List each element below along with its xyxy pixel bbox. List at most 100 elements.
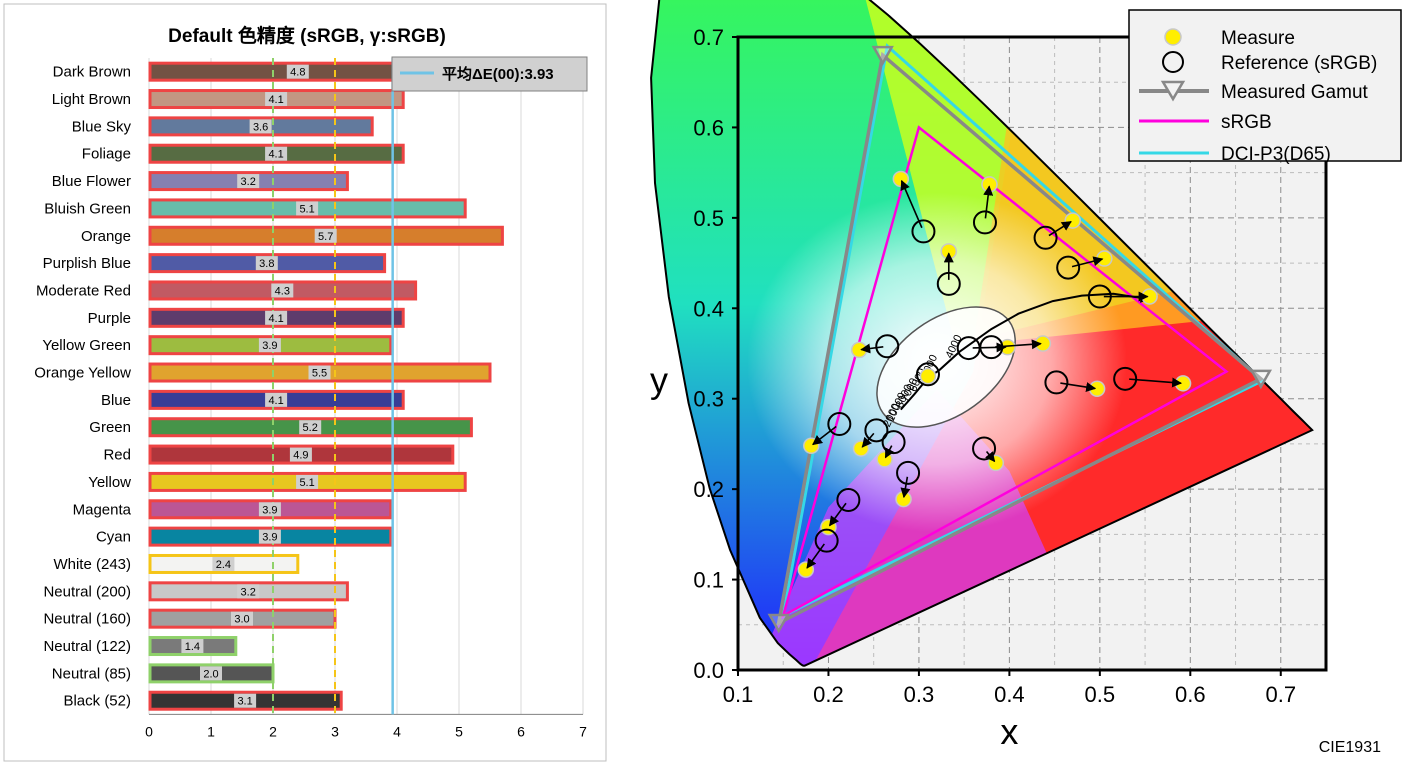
x-tick-label-3: 3 [331, 723, 339, 739]
value-label-bg-purplish-blue [255, 256, 278, 271]
bar-chart-value-labels: 4.8 4.1 3.6 4.1 3.2 5.1 5.7 3.8 4.3 4.1 3.9 5.5 4.1 5… [181, 64, 337, 708]
deviation-arrow [828, 502, 847, 527]
value-label-green: 5.2 [303, 422, 318, 434]
y-tick-label-0.0: 0.0 [693, 658, 724, 683]
x-tick-label-0.7: 0.7 [1265, 682, 1296, 707]
bar-chart-category-labels: Dark Brown Light Brown Blue Sky Foliage Blue… [34, 64, 131, 710]
measured-gamut-vertex-marker [871, 45, 894, 66]
measure-point [1064, 212, 1081, 229]
value-label-bg-neutral-85 [200, 666, 222, 681]
legend-label-measured-gamut: Measured Gamut [1221, 82, 1369, 103]
category-label-neutral-122: Neutral (122) [43, 638, 131, 655]
category-label-magenta: Magenta [73, 501, 132, 518]
bar-chart-title: Default 色精度 (sRGB, γ:sRGB) [168, 24, 446, 47]
value-label-bg-foliage [265, 146, 288, 161]
value-label-bg-orange [314, 228, 337, 243]
value-label-bg-black-52 [234, 693, 257, 708]
deviation-arrow [900, 476, 911, 499]
deviation-arrow [1048, 220, 1072, 237]
category-label-dark-brown: Dark Brown [53, 64, 131, 81]
legend-label-reference-srgb: Reference (sRGB) [1221, 53, 1377, 74]
value-label-bg-blue [265, 392, 288, 407]
measure-point [876, 451, 893, 468]
bar-chart-grid [148, 58, 584, 715]
reference-circle [864, 418, 889, 443]
value-label-neutral-200: 3.2 [241, 586, 256, 598]
category-label-blue-sky: Blue Sky [72, 118, 132, 135]
value-label-bg-blue-sky [249, 119, 272, 134]
category-label-white-243: White (243) [53, 556, 131, 573]
reference-circle [972, 210, 997, 235]
value-label-dark-brown: 4.8 [290, 67, 305, 79]
category-label-orange: Orange [81, 228, 131, 245]
deviation-arrow [1129, 377, 1183, 388]
x-tick-label-1: 1 [207, 723, 215, 739]
value-label-orange-yellow: 5.5 [312, 368, 327, 380]
value-label-bg-cyan [258, 529, 281, 544]
x-tick-label-0: 0 [145, 723, 153, 739]
category-label-red: Red [103, 447, 131, 464]
deviation-arrow [1060, 382, 1097, 393]
value-label-neutral-122: 1.4 [185, 641, 200, 653]
value-label-foliage: 4.1 [268, 149, 283, 161]
x-tick-label-0.1: 0.1 [723, 682, 754, 707]
value-label-blue-flower: 3.2 [241, 176, 256, 188]
cie-plot-frame [736, 35, 1328, 672]
delta-e-bar-chart-panel: Default 色精度 (sRGB, γ:sRGB) 4.8 4.1 3.6 4.1 3… [0, 0, 610, 765]
delta-e-bar-chart: Default 色精度 (sRGB, γ:sRGB) 4.8 4.1 3.6 4.1 3… [3, 3, 607, 762]
value-label-bg-dark-brown [286, 64, 309, 79]
deviation-arrow [861, 432, 875, 448]
category-label-black-52: Black (52) [63, 693, 131, 710]
value-label-bg-neutral-122 [181, 639, 204, 654]
category-label-yellow: Yellow [88, 474, 131, 491]
srgb-triangle [781, 125, 1229, 619]
category-label-bluish-green: Bluish Green [44, 200, 131, 217]
value-label-yellow-green: 3.9 [262, 340, 277, 352]
reference-circle [1044, 370, 1069, 395]
value-label-light-brown: 4.1 [268, 94, 283, 106]
value-label-bluish-green: 5.1 [299, 203, 314, 215]
reference-circle [896, 460, 921, 485]
x-tick-label-0.5: 0.5 [1085, 682, 1116, 707]
category-label-light-brown: Light Brown [52, 91, 131, 108]
value-label-bg-white-243 [212, 556, 235, 571]
value-label-bg-magenta [258, 502, 281, 517]
value-label-bg-neutral-200 [237, 584, 260, 599]
value-label-blue-sky: 3.6 [253, 121, 268, 133]
legend-average-label: 平均ΔE(00):3.93 [442, 65, 554, 83]
y-tick-label-0.3: 0.3 [693, 387, 724, 412]
legend-label-dci-p3-d65: DCI-P3(D65) [1221, 144, 1331, 165]
reference-circle [1113, 366, 1138, 391]
cie1931-chromaticity-panel: 2000 10000 8000 7000 6000 5000 4000 0.1 0.2 0.3 0… [615, 0, 1411, 765]
category-label-foliage: Foliage [82, 146, 131, 163]
deviation-arrow [995, 339, 1042, 350]
spectral-locus-outline [650, 0, 1314, 667]
value-label-bg-yellow-green [258, 338, 281, 353]
value-label-yellow: 5.1 [299, 477, 314, 489]
value-label-bg-green [299, 420, 322, 435]
category-label-green: Green [89, 419, 131, 436]
reference-circle [814, 528, 839, 553]
bar-chart-reference-lines [272, 58, 394, 715]
y-tick-label-0.2: 0.2 [693, 477, 724, 502]
y-tick-label-0.7: 0.7 [693, 25, 724, 50]
measure-point [1096, 250, 1113, 267]
bar-chart-x-ticks: 0 1 2 3 4 5 6 7 [145, 723, 587, 739]
value-label-black-52: 3.1 [237, 696, 252, 708]
legend-symbol-measure [1164, 28, 1182, 46]
value-label-bg-neutral-160 [231, 611, 253, 626]
category-label-neutral-85: Neutral (85) [52, 665, 131, 682]
category-label-orange-yellow: Orange Yellow [34, 365, 131, 382]
category-label-moderate-red: Moderate Red [36, 282, 131, 299]
value-label-red: 4.9 [293, 450, 308, 462]
measure-point [892, 170, 910, 188]
deviation-arrow [884, 445, 895, 459]
measurement-pairs [797, 170, 1192, 578]
category-label-purplish-blue: Purplish Blue [43, 255, 131, 272]
reference-circle [827, 412, 852, 437]
measured-gamut-vertex-marker [767, 613, 790, 634]
category-label-blue-flower: Blue Flower [52, 173, 131, 190]
reference-circle [972, 436, 997, 461]
